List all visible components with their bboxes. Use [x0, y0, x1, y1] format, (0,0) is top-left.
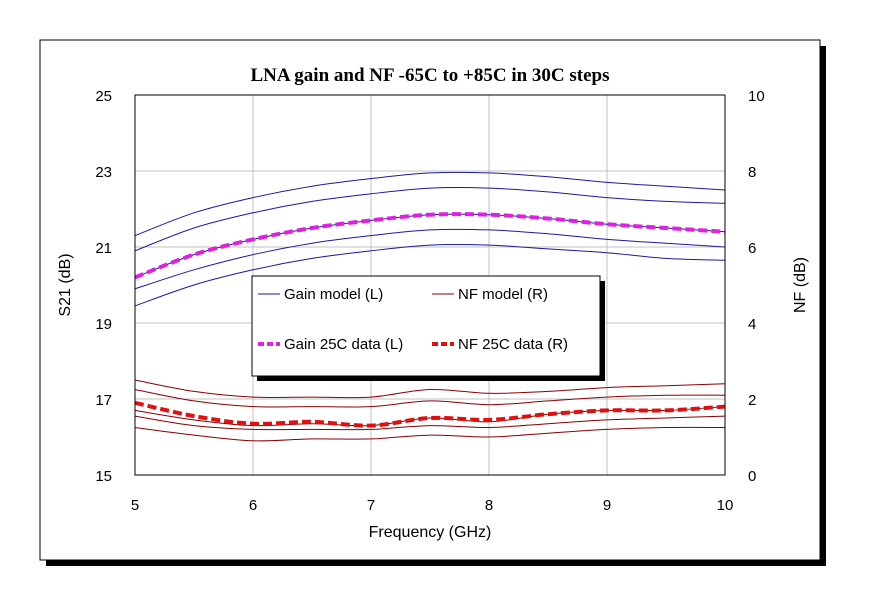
- series-line-gain-model: [134, 187, 726, 252]
- x-tick-label: 6: [249, 497, 257, 514]
- series-line-nf-model: [134, 415, 726, 431]
- legend-label-nf-data: NF 25C data (R): [458, 336, 568, 353]
- x-tick-label: 7: [367, 497, 375, 514]
- x-tick-label: 5: [131, 497, 139, 514]
- series-line-gain-data: [134, 212, 726, 280]
- series-layer: [134, 171, 726, 442]
- legend-box: [251, 275, 601, 377]
- y-left-tick-label: 19: [95, 316, 112, 333]
- y-left-tick-label: 17: [95, 392, 112, 409]
- plot-border: [134, 94, 726, 476]
- chart-title: LNA gain and NF -65C to +85C in 30C step…: [250, 65, 609, 86]
- y-left-tick-label: 21: [95, 240, 112, 257]
- series-line-nf-model: [134, 389, 726, 408]
- series-line-gain-model: [134, 244, 726, 307]
- y-left-axis-label: S21 (dB): [57, 253, 74, 316]
- y-right-axis-label: NF (dB): [792, 257, 809, 313]
- series-line-nf-model: [134, 406, 726, 427]
- x-tick-label: 8: [485, 497, 493, 514]
- legend-label-gain-data: Gain 25C data (L): [284, 336, 403, 353]
- x-tick-label: 10: [717, 497, 734, 514]
- series-line-gain-model: [134, 228, 726, 290]
- x-tick-labels: 5 6 7 8 9 10: [131, 497, 734, 514]
- y-right-tick-label: 2: [748, 392, 756, 409]
- y-right-tick-label: 8: [748, 164, 756, 181]
- y-left-tick-label: 23: [95, 164, 112, 181]
- y-right-tick-label: 6: [748, 240, 756, 257]
- y-right-tick-labels: 0 2 4 6 8 10: [748, 88, 765, 485]
- series-line-nf-model: [134, 426, 726, 442]
- series-line-gain-model: [134, 171, 726, 237]
- y-right-tick-label: 0: [748, 468, 756, 485]
- x-axis-label: Frequency (GHz): [369, 524, 492, 541]
- y-right-tick-label: 4: [748, 316, 756, 333]
- y-right-tick-label: 10: [748, 88, 765, 105]
- legend-label-gain-model: Gain model (L): [284, 286, 383, 303]
- y-left-tick-label: 15: [95, 468, 112, 485]
- legend: Gain model (L) NF model (R) Gain 25C data …: [251, 275, 605, 381]
- series-line-nf-model: [134, 379, 726, 399]
- legend-label-nf-model: NF model (R): [458, 286, 548, 303]
- y-left-tick-labels: 15 17 19 21 23 25: [95, 88, 112, 485]
- x-tick-label: 9: [603, 497, 611, 514]
- y-left-tick-label: 25: [95, 88, 112, 105]
